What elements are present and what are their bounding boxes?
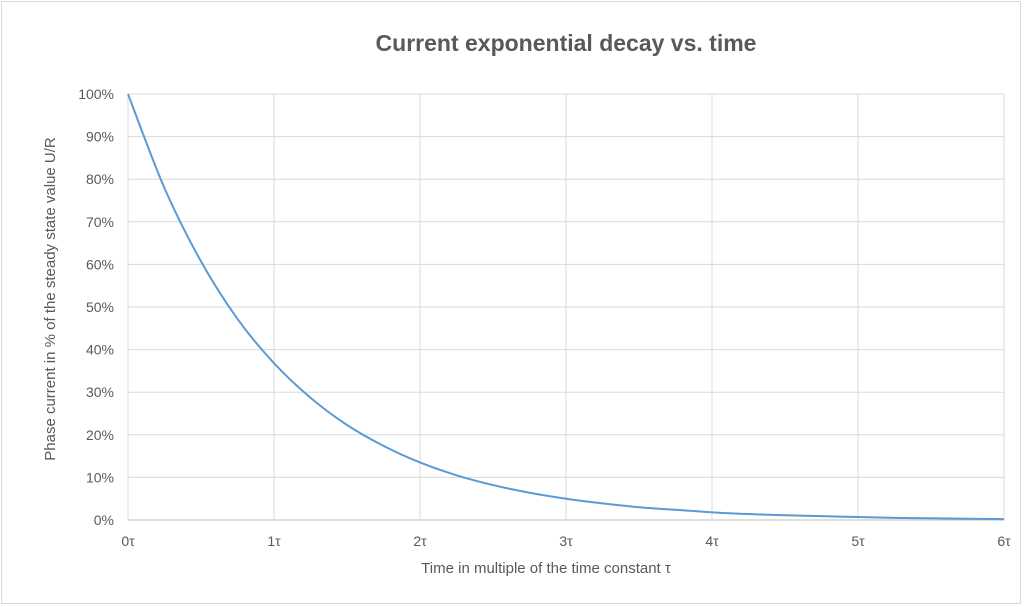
y-tick-label: 60% [86, 256, 114, 272]
y-tick-label: 80% [86, 171, 114, 187]
chart-title: Current exponential decay vs. time [376, 30, 757, 56]
x-tick-label: 5τ [851, 533, 865, 549]
x-gridlines [127, 94, 1005, 520]
y-tick-label: 40% [86, 342, 114, 358]
y-tick-label: 70% [86, 214, 114, 230]
x-axis-label: Time in multiple of the time constant τ [421, 560, 671, 577]
x-tick-labels: 0τ 1τ 2τ 3τ 4τ 5τ 6τ [121, 533, 1011, 549]
y-tick-label: 20% [86, 427, 114, 443]
y-tick-label: 10% [86, 469, 114, 485]
y-axis-label: Phase current in % of the steady state v… [42, 137, 59, 461]
x-tick-label: 6τ [997, 533, 1011, 549]
y-tick-label: 0% [94, 512, 114, 528]
x-tick-label: 2τ [413, 533, 427, 549]
x-tick-label: 0τ [121, 533, 135, 549]
decay-curve [127, 93, 1005, 521]
y-tick-label: 30% [86, 384, 114, 400]
x-tick-label: 1τ [267, 533, 281, 549]
y-tick-label: 90% [86, 129, 114, 145]
y-tick-label: 50% [86, 299, 114, 315]
y-tick-labels: 0% 10% 20% 30% 40% 50% 60% 70% 80% 90% 100% [78, 86, 114, 528]
x-tick-label: 3τ [559, 533, 573, 549]
x-tick-label: 4τ [705, 533, 719, 549]
y-tick-label: 100% [78, 86, 114, 102]
